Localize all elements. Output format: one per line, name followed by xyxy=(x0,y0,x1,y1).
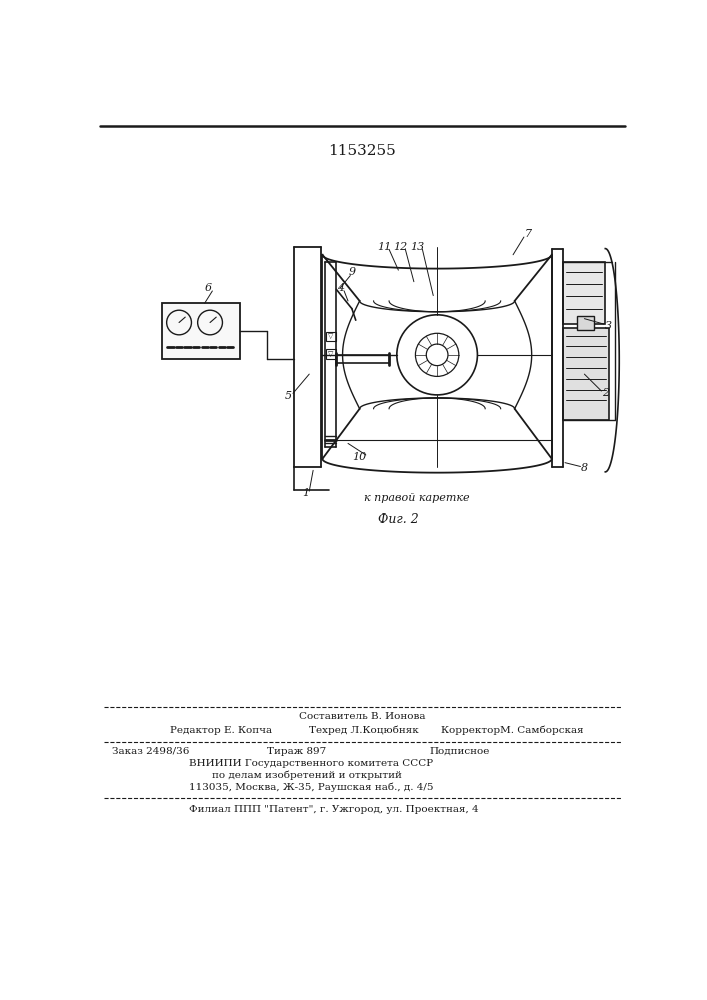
Text: к правой каретке: к правой каретке xyxy=(363,493,469,503)
Text: Техред Л.Коцюбняк: Техред Л.Коцюбняк xyxy=(309,726,419,735)
Text: Фиг. 2: Фиг. 2 xyxy=(378,513,419,526)
Bar xyxy=(162,303,240,359)
Text: ▽: ▽ xyxy=(328,332,334,340)
Text: Тираж 897: Тираж 897 xyxy=(267,747,326,756)
Text: 7: 7 xyxy=(525,229,532,239)
Text: 2: 2 xyxy=(602,388,609,398)
Text: ВНИИПИ Государственного комитета СССР: ВНИИПИ Государственного комитета СССР xyxy=(189,759,433,768)
Text: 1: 1 xyxy=(302,488,309,498)
Text: 4: 4 xyxy=(337,283,344,293)
Bar xyxy=(327,349,336,359)
Text: 13: 13 xyxy=(411,242,425,252)
Text: 8: 8 xyxy=(581,463,588,473)
Text: 12: 12 xyxy=(394,242,408,252)
Text: 113035, Москва, Ж-35, Раушская наб., д. 4/5: 113035, Москва, Ж-35, Раушская наб., д. … xyxy=(189,782,433,792)
Text: Заказ 2498/36: Заказ 2498/36 xyxy=(112,747,189,756)
Text: 10: 10 xyxy=(353,452,367,462)
Text: ▽: ▽ xyxy=(328,350,334,358)
Text: 5: 5 xyxy=(285,391,292,401)
Text: 1153255: 1153255 xyxy=(328,144,396,158)
Bar xyxy=(563,328,609,420)
Text: КорректорМ. Самборская: КорректорМ. Самборская xyxy=(441,726,583,735)
Text: 11: 11 xyxy=(378,242,392,252)
Text: 9: 9 xyxy=(349,267,356,277)
Bar xyxy=(327,332,336,341)
Text: Филиал ППП "Патент", г. Ужгород, ул. Проектная, 4: Филиал ППП "Патент", г. Ужгород, ул. Про… xyxy=(189,805,479,814)
Text: 6: 6 xyxy=(205,283,212,293)
Text: Редактор Е. Копча: Редактор Е. Копча xyxy=(170,726,272,735)
Text: по делам изобретений и открытий: по делам изобретений и открытий xyxy=(212,771,402,780)
Text: Подписное: Подписное xyxy=(429,747,490,756)
Bar xyxy=(577,316,594,330)
Text: 3: 3 xyxy=(604,321,612,331)
Bar xyxy=(563,262,605,324)
Text: Составитель В. Ионова: Составитель В. Ионова xyxy=(298,712,425,721)
